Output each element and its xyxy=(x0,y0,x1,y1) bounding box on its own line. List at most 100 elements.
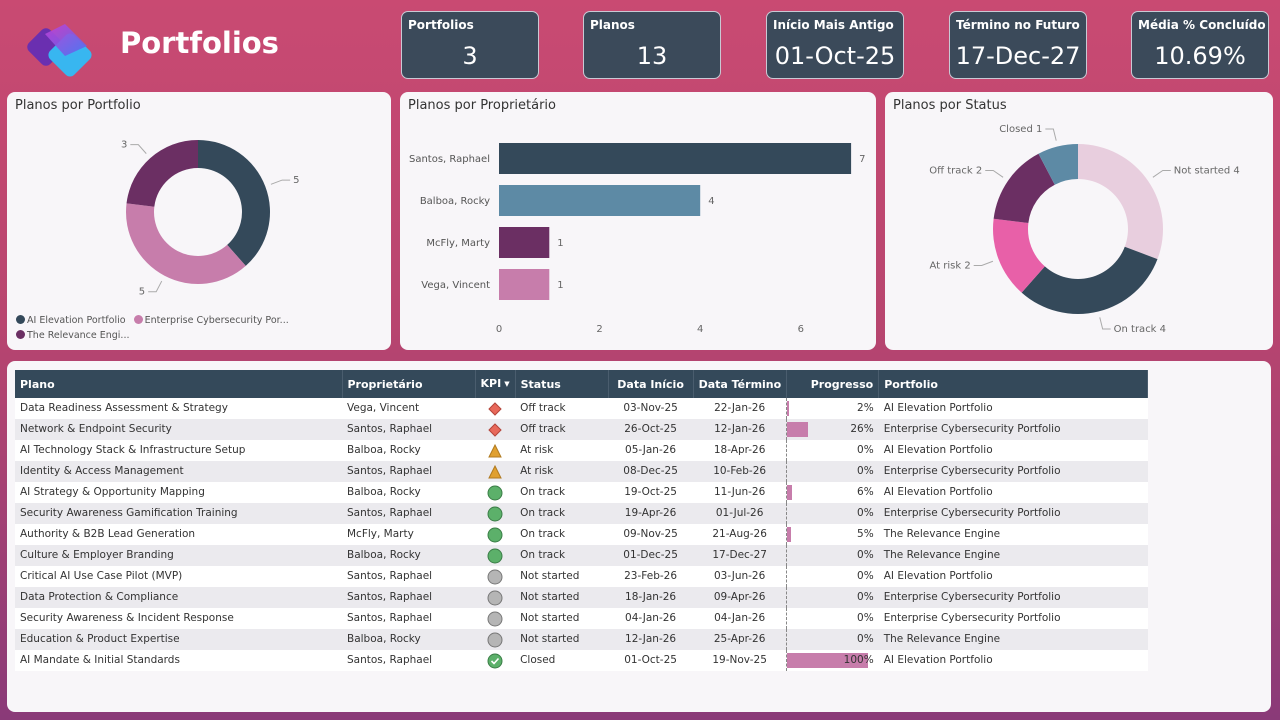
column-header[interactable]: Data Início xyxy=(608,370,694,398)
donut-slice[interactable] xyxy=(126,203,246,284)
end-date: 18-Apr-26 xyxy=(693,440,787,461)
sort-desc-icon[interactable]: ▼ xyxy=(504,380,510,388)
column-header[interactable]: Portfolio xyxy=(878,370,1149,398)
column-header-label: Data Início xyxy=(617,377,684,391)
start-date: 05-Jan-26 xyxy=(608,440,694,461)
column-header[interactable]: Proprietário xyxy=(342,370,476,398)
table-row[interactable]: Culture & Employer Branding Balboa, Rock… xyxy=(15,545,1148,566)
progress-cell: 0% xyxy=(786,608,879,629)
data-label: 5 xyxy=(139,287,145,298)
legend-item[interactable]: Enterprise Cybersecurity Por... xyxy=(133,314,289,327)
column-header[interactable]: KPI ▼ xyxy=(475,370,516,398)
table-row[interactable]: Security Awareness Gamification Training… xyxy=(15,503,1148,524)
progress-bar xyxy=(787,527,792,542)
bar[interactable] xyxy=(499,227,550,258)
progress-value: 5% xyxy=(857,528,874,540)
data-label: 7 xyxy=(859,154,865,165)
legend-item[interactable]: The Relevance Engi... xyxy=(16,329,130,342)
leader-line xyxy=(1045,128,1057,141)
progress-value: 0% xyxy=(857,507,874,519)
progress-value: 0% xyxy=(857,633,874,645)
owner: Santos, Raphael xyxy=(342,566,475,587)
chart-title: Planos por Status xyxy=(893,98,1007,113)
leader-line xyxy=(1099,317,1111,330)
kpi-triangle-amber-icon xyxy=(475,440,516,461)
donut-slice[interactable] xyxy=(993,218,1045,293)
table-row[interactable]: Data Readiness Assessment & Strategy Veg… xyxy=(15,398,1148,419)
planner-logo xyxy=(27,24,92,77)
kpi-diamond-red-icon xyxy=(475,398,516,419)
plan-name: AI Strategy & Opportunity Mapping xyxy=(15,482,342,503)
data-label: Off track 2 xyxy=(929,165,982,176)
owner: Santos, Raphael xyxy=(342,503,475,524)
donut-slice[interactable] xyxy=(1021,246,1158,314)
kpi-triangle-amber-icon xyxy=(475,461,516,482)
donut-slice[interactable] xyxy=(198,140,271,266)
status: On track xyxy=(515,545,609,566)
table-row[interactable]: Critical AI Use Case Pilot (MVP) Santos,… xyxy=(15,566,1148,587)
kpi-circle-gray-icon xyxy=(475,608,516,629)
column-header-label: Proprietário xyxy=(347,377,423,391)
kpi-circle-green-icon xyxy=(475,524,516,545)
y-tick-label: Balboa, Rocky xyxy=(420,196,490,207)
plan-name: AI Mandate & Initial Standards xyxy=(15,650,342,671)
table-row[interactable]: AI Mandate & Initial Standards Santos, R… xyxy=(15,650,1148,671)
start-date: 18-Jan-26 xyxy=(608,587,694,608)
kpi-value: 13 xyxy=(636,42,668,70)
portfolio: AI Elevation Portfolio xyxy=(878,440,1148,461)
progress-cell: 0% xyxy=(786,461,879,482)
table-row[interactable]: Network & Endpoint Security Santos, Raph… xyxy=(15,419,1148,440)
page-title: Portfolios xyxy=(120,26,279,60)
progress-value: 26% xyxy=(850,423,874,435)
kpi-circle-gray-icon xyxy=(475,566,516,587)
column-header-label: KPI xyxy=(480,377,502,390)
portfolio: The Relevance Engine xyxy=(878,545,1148,566)
donut-slice[interactable] xyxy=(1038,144,1078,185)
portfolio: AI Elevation Portfolio xyxy=(878,398,1148,419)
status: Off track xyxy=(515,419,609,440)
owner: Balboa, Rocky xyxy=(342,482,475,503)
column-header[interactable]: Plano xyxy=(15,370,343,398)
bar[interactable] xyxy=(499,185,701,216)
y-tick-label: McFly, Marty xyxy=(426,238,490,249)
progress-value: 0% xyxy=(857,444,874,456)
column-header[interactable]: Status xyxy=(515,370,609,398)
kpi-circle-green-icon xyxy=(475,482,516,503)
table-row[interactable]: Data Protection & Compliance Santos, Rap… xyxy=(15,587,1148,608)
donut-slice[interactable] xyxy=(126,140,198,207)
owner: Balboa, Rocky xyxy=(342,545,475,566)
table-row[interactable]: Identity & Access Management Santos, Rap… xyxy=(15,461,1148,482)
data-label: 5 xyxy=(293,175,299,186)
progress-cell: 0% xyxy=(786,629,879,650)
progress-cell: 6% xyxy=(786,482,879,503)
donut-slice[interactable] xyxy=(1078,144,1163,260)
legend-item[interactable]: AI Elevation Portfolio xyxy=(16,314,126,327)
table-row[interactable]: AI Technology Stack & Infrastructure Set… xyxy=(15,440,1148,461)
owner: Vega, Vincent xyxy=(342,398,475,419)
plan-name: Data Protection & Compliance xyxy=(15,587,342,608)
kpi-circle-green-icon xyxy=(475,545,516,566)
bar[interactable] xyxy=(499,143,852,174)
kpi-label: Planos xyxy=(590,18,635,32)
plan-name: Security Awareness Gamification Training xyxy=(15,503,342,524)
table-row[interactable]: Security Awareness & Incident Response S… xyxy=(15,608,1148,629)
legend-label: The Relevance Engi... xyxy=(27,330,130,341)
end-date: 17-Dec-27 xyxy=(693,545,787,566)
donut-slice[interactable] xyxy=(993,153,1055,223)
owner: Santos, Raphael xyxy=(342,419,475,440)
table-row[interactable]: AI Strategy & Opportunity Mapping Balboa… xyxy=(15,482,1148,503)
x-tick-label: 4 xyxy=(697,324,703,335)
progress-bar xyxy=(787,653,869,668)
column-header[interactable]: Progresso xyxy=(786,370,880,398)
start-date: 12-Jan-26 xyxy=(608,629,694,650)
data-label: On track 4 xyxy=(1114,324,1166,335)
status: Not started xyxy=(515,629,609,650)
bar[interactable] xyxy=(499,269,550,300)
leader-line xyxy=(130,144,147,154)
plans-table: Plano Proprietário KPI ▼ Status Data Início Da… xyxy=(15,370,1149,671)
end-date: 21-Aug-26 xyxy=(693,524,787,545)
column-header[interactable]: Data Término xyxy=(693,370,788,398)
table-row[interactable]: Education & Product Expertise Balboa, Ro… xyxy=(15,629,1148,650)
start-date: 01-Dec-25 xyxy=(608,545,694,566)
table-row[interactable]: Authority & B2B Lead Generation McFly, M… xyxy=(15,524,1148,545)
